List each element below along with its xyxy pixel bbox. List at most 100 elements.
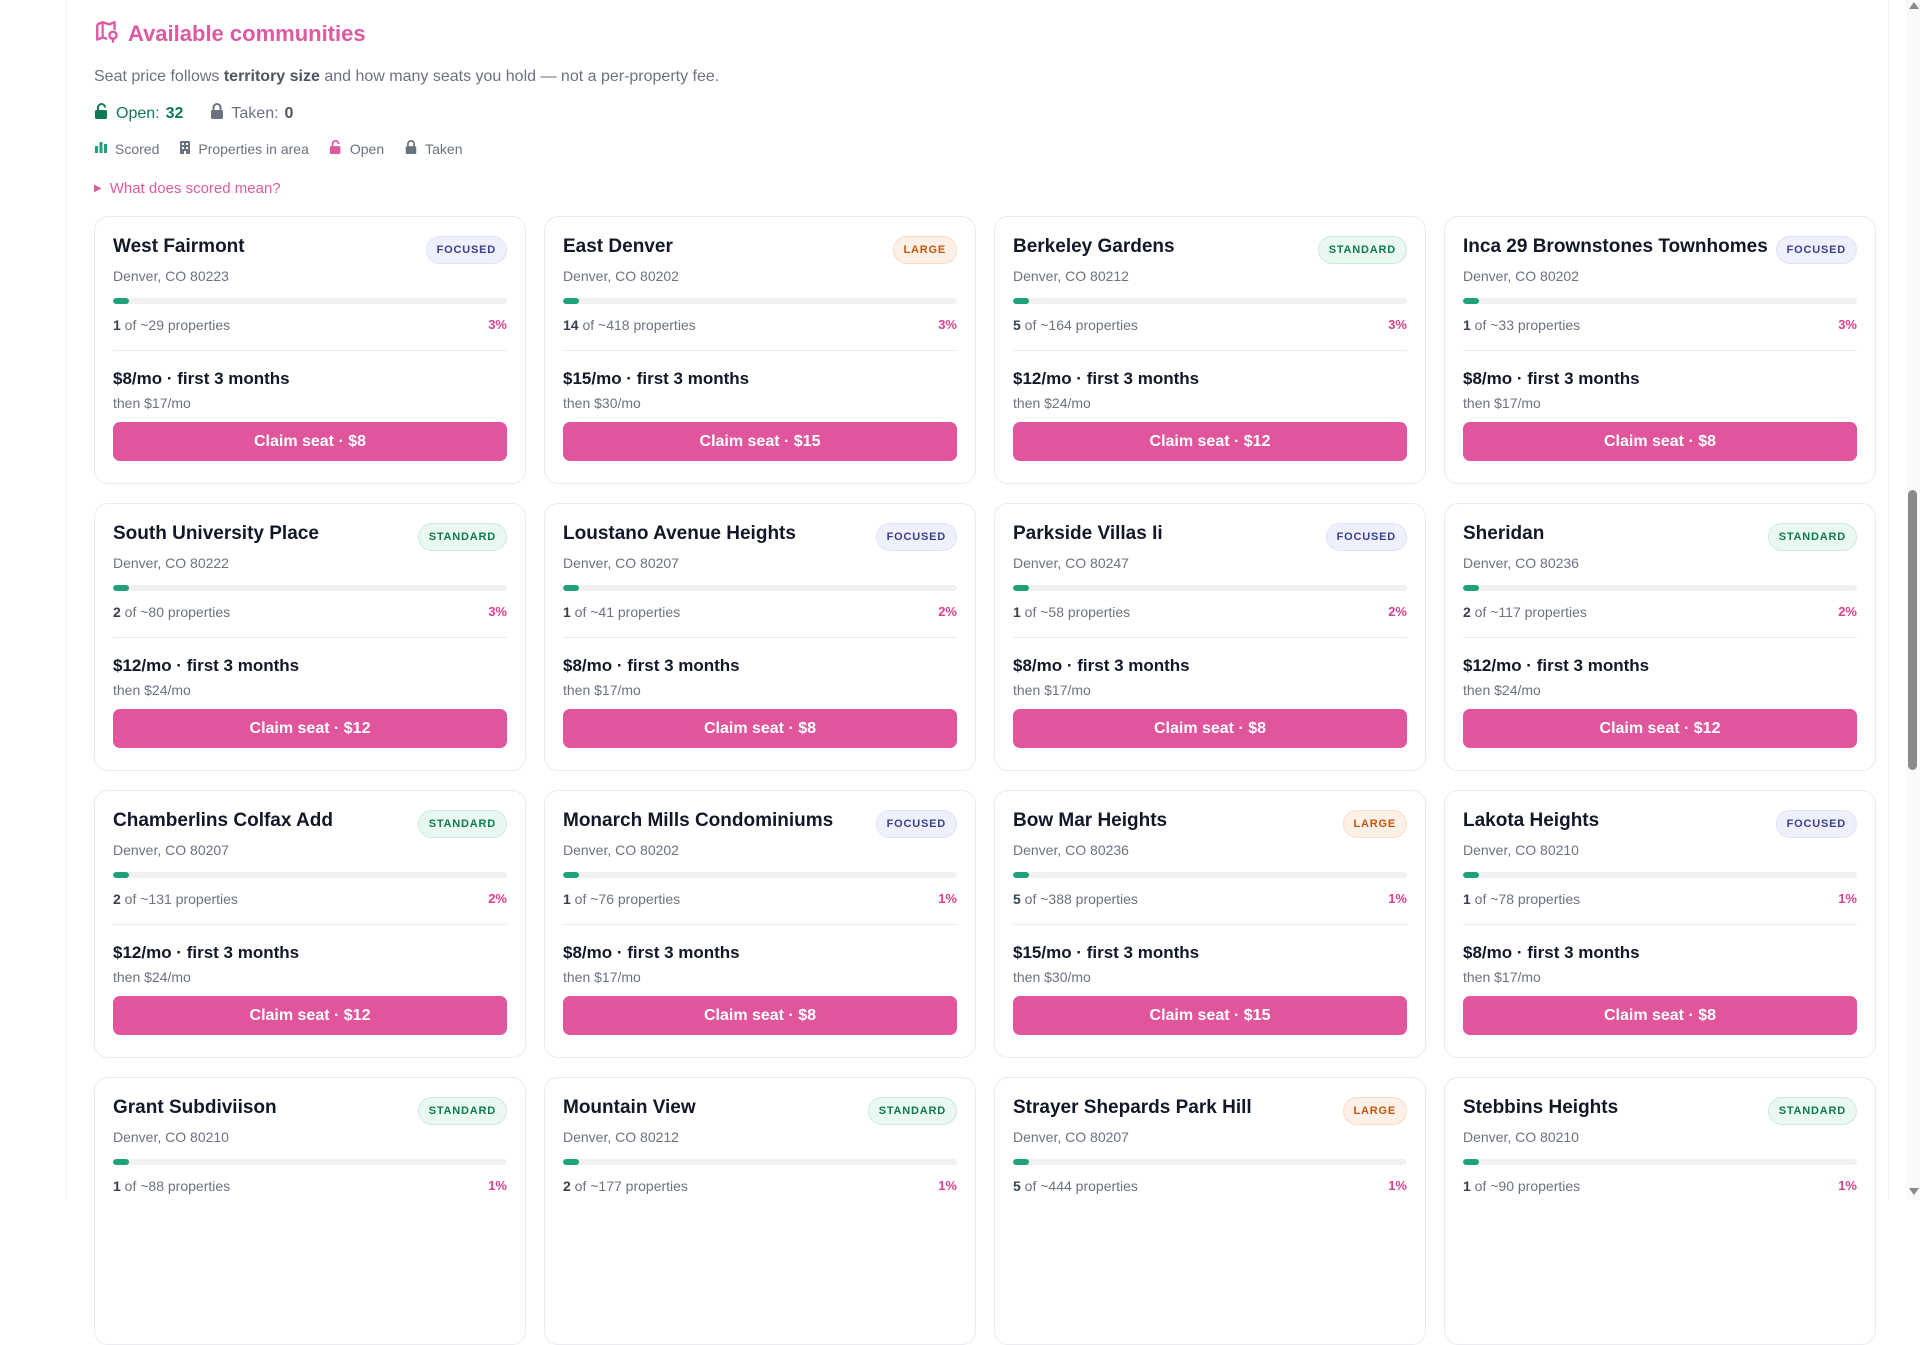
subtitle-text-end: and how many seats you hold — not a per-… xyxy=(319,68,720,85)
card-header: Parkside Villas Ii FOCUSED xyxy=(1013,523,1407,551)
community-name: Parkside Villas Ii xyxy=(1013,523,1163,544)
scored-progress-fill xyxy=(113,298,129,304)
scored-progress-bar xyxy=(1463,1159,1857,1165)
card-header: South University Place STANDARD xyxy=(113,523,507,551)
scored-progress-bar xyxy=(113,872,507,878)
card-header: Strayer Shepards Park Hill LARGE xyxy=(1013,1097,1407,1125)
intro-price: $15/mo · first 3 months xyxy=(563,369,750,388)
scored-explainer-toggle[interactable]: ▶ What does scored mean? xyxy=(94,180,1876,197)
claim-seat-button[interactable]: Claim seat · $15 xyxy=(1013,996,1407,1035)
scored-summary: 1 of ~90 properties xyxy=(1463,1178,1580,1194)
scored-summary: 14 of ~418 properties xyxy=(563,317,696,333)
scroll-up-arrow-icon[interactable] xyxy=(1909,2,1919,9)
properties-count: of ~90 properties xyxy=(1470,1178,1581,1194)
community-name: Mountain View xyxy=(563,1097,696,1118)
claim-seat-button[interactable]: Claim seat · $12 xyxy=(113,709,507,748)
legend-open-label: Open xyxy=(349,140,385,157)
scored-summary: 5 of ~444 properties xyxy=(1013,1178,1138,1194)
claim-seat-button[interactable]: Claim seat · $8 xyxy=(563,996,957,1035)
properties-count: of ~418 properties xyxy=(578,317,696,333)
properties-count: of ~117 properties xyxy=(1470,604,1587,620)
regular-price: then $17/mo xyxy=(563,969,641,985)
scored-stats: 5 of ~444 properties 1% xyxy=(1013,1178,1407,1194)
claim-seat-button[interactable]: Claim seat · $15 xyxy=(563,422,957,461)
size-badge: FOCUSED xyxy=(1775,810,1857,838)
scored-percent: 2% xyxy=(1838,604,1857,619)
subtitle-emphasis: territory size xyxy=(223,68,320,85)
scored-stats: 1 of ~76 properties 1% xyxy=(563,891,957,907)
scroll-down-arrow-icon[interactable] xyxy=(1909,1188,1919,1195)
community-address: Denver, CO 80207 xyxy=(113,842,229,858)
lock-icon xyxy=(404,139,418,158)
communities-section: Available communities Seat price follows… xyxy=(94,20,1876,1345)
scored-stats: 1 of ~90 properties 1% xyxy=(1463,1178,1857,1194)
scored-summary: 5 of ~388 properties xyxy=(1013,891,1138,907)
scored-count: 2 xyxy=(113,604,121,620)
scored-percent: 1% xyxy=(1388,1178,1407,1193)
legend-taken: Taken xyxy=(404,139,462,158)
properties-count: of ~177 properties xyxy=(570,1178,688,1194)
claim-seat-button[interactable]: Claim seat · $12 xyxy=(1013,422,1407,461)
scrollbar-thumb[interactable] xyxy=(1908,490,1917,770)
scored-count: 2 xyxy=(563,1178,571,1194)
community-card: Parkside Villas Ii FOCUSED Denver, CO 80… xyxy=(994,503,1426,771)
scored-stats: 1 of ~41 properties 2% xyxy=(563,604,957,620)
scored-summary: 1 of ~33 properties xyxy=(1463,317,1580,333)
legend: Scored Properties in area Open Taken xyxy=(94,139,1876,158)
community-card: East Denver LARGE Denver, CO 80202 14 of… xyxy=(544,216,976,484)
community-card: South University Place STANDARD Denver, … xyxy=(94,503,526,771)
community-name: Berkeley Gardens xyxy=(1013,236,1175,257)
claim-seat-button[interactable]: Claim seat · $12 xyxy=(113,996,507,1035)
claim-seat-button[interactable]: Claim seat · $8 xyxy=(1463,422,1857,461)
scored-percent: 1% xyxy=(488,1178,507,1193)
properties-count: of ~76 properties xyxy=(570,891,681,907)
scored-progress-fill xyxy=(563,298,579,304)
community-name: Lakota Heights xyxy=(1463,810,1600,831)
scored-percent: 2% xyxy=(488,891,507,906)
legend-properties: Properties in area xyxy=(179,140,309,158)
scored-count: 1 xyxy=(113,1178,121,1194)
community-name: Loustano Avenue Heights xyxy=(563,523,796,544)
scored-percent: 3% xyxy=(488,317,507,332)
intro-price: $8/mo · first 3 months xyxy=(1463,369,1640,388)
intro-price: $8/mo · first 3 months xyxy=(113,369,290,388)
scored-progress-fill xyxy=(563,1159,579,1165)
community-name: Grant Subdiviison xyxy=(113,1097,277,1118)
open-count-value: 32 xyxy=(165,104,184,122)
properties-count: of ~164 properties xyxy=(1020,317,1138,333)
scored-summary: 1 of ~88 properties xyxy=(113,1178,230,1194)
card-divider xyxy=(113,637,507,638)
scored-progress-bar xyxy=(563,872,957,878)
card-header: Inca 29 Brownstones Townhomes FOCUSED xyxy=(1463,236,1857,264)
community-name: Chamberlins Colfax Add xyxy=(113,810,333,831)
bar-chart-icon xyxy=(94,140,108,157)
regular-price: then $17/mo xyxy=(113,395,191,411)
regular-price: then $17/mo xyxy=(1013,682,1091,698)
scored-summary: 1 of ~78 properties xyxy=(1463,891,1580,907)
regular-price: then $24/mo xyxy=(1463,682,1541,698)
seat-counts: Open: 32 Taken: 0 xyxy=(94,102,1876,125)
community-name: South University Place xyxy=(113,523,319,544)
claim-seat-button[interactable]: Claim seat · $8 xyxy=(563,709,957,748)
scored-count: 1 xyxy=(1013,604,1021,620)
community-card: Inca 29 Brownstones Townhomes FOCUSED De… xyxy=(1444,216,1876,484)
community-name: East Denver xyxy=(563,236,673,257)
scored-stats: 5 of ~164 properties 3% xyxy=(1013,317,1407,333)
claim-seat-button[interactable]: Claim seat · $8 xyxy=(1463,996,1857,1035)
legend-scored: Scored xyxy=(94,140,159,157)
community-address: Denver, CO 80212 xyxy=(563,1129,679,1145)
claim-seat-button[interactable]: Claim seat · $12 xyxy=(1463,709,1857,748)
claim-seat-button[interactable]: Claim seat · $8 xyxy=(113,422,507,461)
scored-progress-fill xyxy=(1463,1159,1479,1165)
intro-price: $15/mo · first 3 months xyxy=(1013,943,1200,962)
legend-scored-label: Scored xyxy=(115,140,160,157)
scored-summary: 1 of ~58 properties xyxy=(1013,604,1130,620)
regular-price: then $30/mo xyxy=(1013,969,1091,985)
card-header: Loustano Avenue Heights FOCUSED xyxy=(563,523,957,551)
community-name: Strayer Shepards Park Hill xyxy=(1013,1097,1252,1118)
taken-count: Taken: 0 xyxy=(209,102,293,125)
properties-count: of ~80 properties xyxy=(120,604,231,620)
community-card: Berkeley Gardens STANDARD Denver, CO 802… xyxy=(994,216,1426,484)
claim-seat-button[interactable]: Claim seat · $8 xyxy=(1013,709,1407,748)
community-card: Mountain View STANDARD Denver, CO 80212 … xyxy=(544,1077,976,1345)
